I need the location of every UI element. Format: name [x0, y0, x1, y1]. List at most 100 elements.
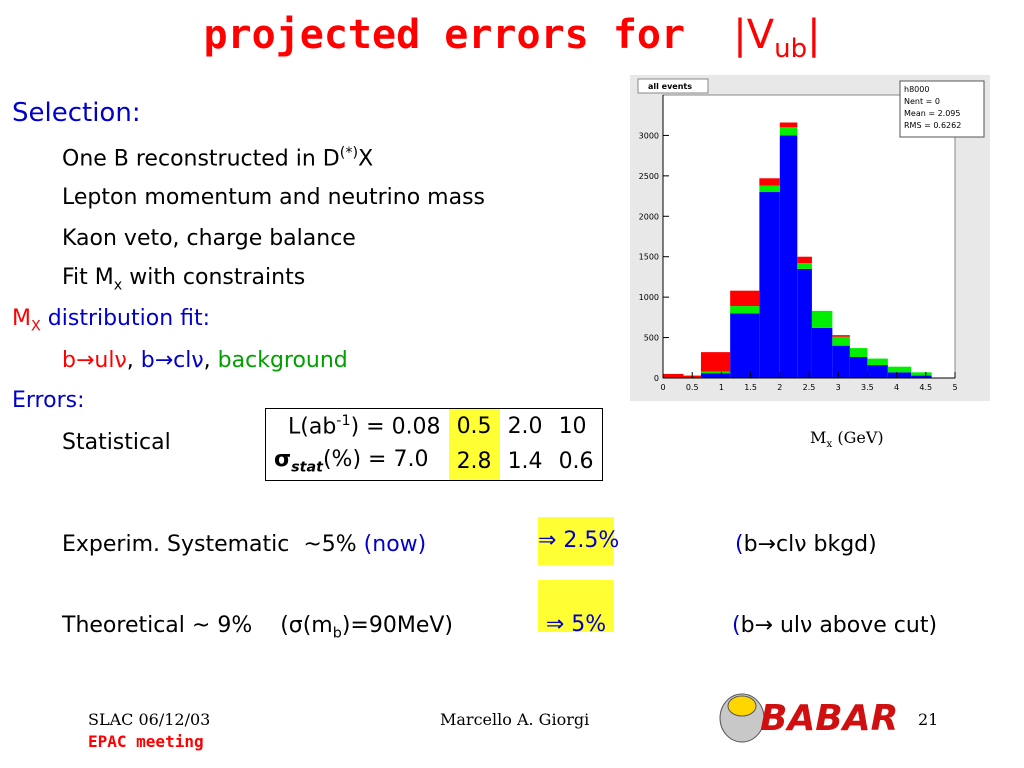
stats-box [899, 80, 985, 138]
result: ⇒ 2.5% [538, 517, 619, 565]
stats-text: h8000 [904, 85, 929, 94]
footer-text: SLAC 06/12/03 [88, 710, 211, 729]
text: b→clν bkgd) [743, 532, 877, 557]
bar-segment [887, 372, 912, 378]
bar-segment [797, 263, 812, 269]
stats-text: RMS = 0.6262 [904, 121, 961, 130]
bar-segment [663, 373, 684, 378]
bar-segment [759, 178, 780, 186]
note: (b→ ulν above cut) [732, 613, 937, 638]
x-tick-label: 4.5 [919, 383, 932, 392]
y-tick-label: 2000 [639, 212, 659, 221]
heading: MX distribution fit: [12, 306, 210, 334]
title-symbol: |V [733, 12, 775, 58]
y-tick-label: 500 [644, 334, 659, 343]
row: σstat(%) = 7.0 2.8 1.4 0.6 [266, 443, 603, 481]
bar-segment [887, 366, 912, 373]
bar-segment [700, 373, 731, 378]
x-tick-label: 3 [836, 383, 841, 392]
text: X [358, 146, 374, 172]
sub: x [826, 438, 833, 451]
bullet: One B reconstructed in D(*)X [62, 145, 373, 171]
bar-segment [832, 345, 850, 378]
text: background [217, 348, 348, 373]
text: , [126, 348, 141, 373]
text: distribution fit: [40, 306, 211, 331]
bar-segment [911, 375, 932, 378]
cell: 2.8 [448, 443, 500, 481]
text: L(ab [288, 414, 337, 440]
footer-text: Marcello A. Giorgi [440, 710, 590, 729]
bar-segment [849, 348, 868, 357]
bar-segment [779, 122, 798, 128]
cell: 2.0 [507, 413, 543, 439]
y-tick-label: 0 [654, 374, 659, 383]
sub: x [113, 277, 123, 294]
text: (GeV) [832, 428, 884, 447]
logo-elephant [719, 693, 765, 743]
cell: σstat(%) = 7.0 [266, 443, 449, 480]
sub: stat [291, 459, 323, 476]
sub: X [30, 318, 41, 335]
text: Theoretical ~ 9% (σ(m [62, 613, 333, 638]
bar-segment [779, 127, 798, 136]
bar-segment [832, 335, 850, 337]
bar-segment [779, 135, 798, 378]
text: Experim. Systematic ~5% [62, 532, 364, 557]
text: ( [735, 532, 744, 557]
bar-segment [730, 306, 760, 314]
text: σ [274, 447, 292, 473]
note: (b→clν bkgd) [735, 532, 877, 557]
heading: Selection: [12, 98, 141, 128]
text: (%) = 7.0 [322, 447, 429, 473]
footer-text: EPAC meeting [88, 732, 204, 751]
bar-segment [730, 290, 760, 307]
table: L(ab-1) = 0.08 0.5 2.0 10 σstat(%) = 7.0… [265, 408, 603, 481]
text: , [203, 348, 218, 373]
y-tick-label: 1500 [639, 253, 659, 262]
x-tick-label: 2 [777, 383, 782, 392]
x-tick-label: 5 [952, 383, 957, 392]
text: ( [732, 613, 741, 638]
bar-segment [700, 352, 731, 372]
y-tick-label: 1000 [639, 293, 659, 302]
heading: Errors: [12, 388, 85, 413]
bar-segment [811, 310, 833, 328]
cell: 0.5 [448, 408, 500, 444]
page-number: 21 [918, 710, 939, 729]
x-tick-label: 0.5 [686, 383, 699, 392]
bar-segment [811, 327, 833, 378]
bullet: b→ulν, b→clν, background [62, 348, 348, 373]
cell: 10 [558, 413, 587, 439]
bar-segment [867, 365, 888, 378]
cell: 0.6 [558, 449, 594, 475]
cell: L(ab-1) = 0.08 [266, 409, 449, 444]
stats-text: Mean = 2.095 [904, 109, 961, 118]
y-tick-label: 2500 [639, 172, 659, 181]
x-tick-label: 4 [894, 383, 899, 392]
x-tick-label: 0 [660, 383, 665, 392]
x-tick-label: 1.5 [744, 383, 757, 392]
bar-segment [700, 371, 731, 374]
logo-text: BABAR [760, 698, 899, 739]
bullet: Lepton momentum and neutrino mass [62, 185, 486, 210]
bullet: Fit Mx with constraints [62, 265, 305, 293]
text: b→ ulν above cut) [740, 613, 938, 638]
text: M [12, 306, 31, 331]
text: b→clν [140, 348, 204, 373]
title-text: projected errors for [203, 12, 686, 58]
bullet: Theoretical ~ 9% (σ(mb)=90MeV) [62, 613, 453, 641]
text: )=90MeV) [341, 613, 453, 638]
chart: all events h8000 Nent = 0 Mean = 2.095 RMS =… [630, 75, 990, 401]
row: L(ab-1) = 0.08 0.5 2.0 10 [266, 408, 603, 444]
bar-segment [797, 256, 812, 264]
x-tick-label: 1 [719, 383, 724, 392]
stats-text: Nent = 0 [904, 97, 940, 106]
text: b→ulν [62, 348, 127, 373]
bar-segment [759, 192, 780, 378]
cell: 1.4 [507, 449, 543, 475]
bar-segment [849, 356, 868, 378]
bar-segment [759, 185, 780, 193]
title-symbol: | [807, 12, 821, 58]
sub: b [332, 625, 342, 642]
